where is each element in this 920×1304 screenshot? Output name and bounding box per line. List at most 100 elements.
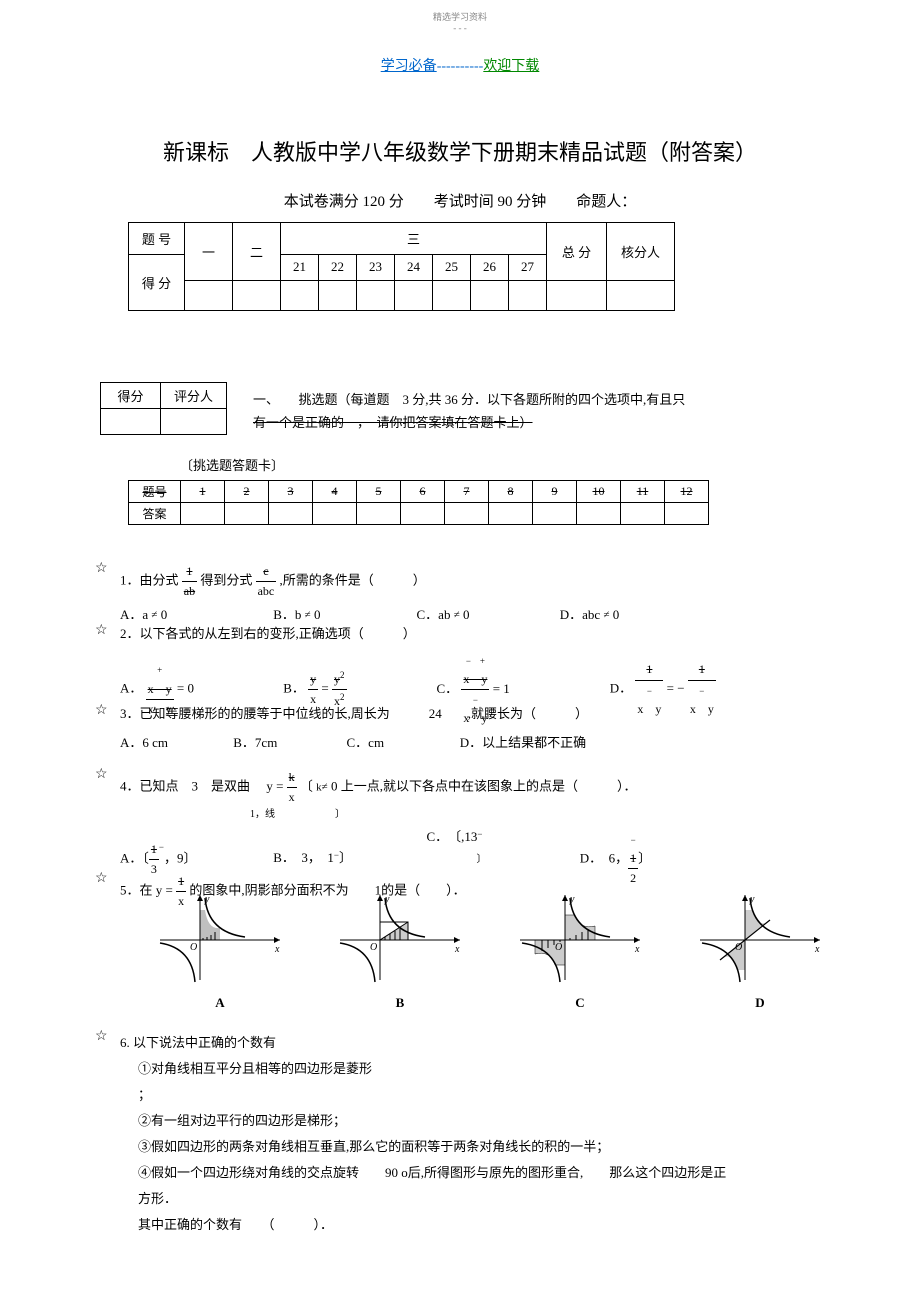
mini-table: 得分 评分人 [100,382,227,435]
q1-text3: ,所需的条件是（ ） [280,573,426,588]
st-blank-2 [233,280,281,310]
watermark-top: 精选学习资料 - - - [433,10,487,33]
st-n22: 22 [319,255,357,281]
q4-Dr: 〕 [638,850,651,865]
ac-r2-label: 答案 [129,503,181,525]
graph-D: O x y D [690,890,830,1011]
q6-l6: 其中正确的个数有 （ ）． [138,1212,820,1238]
q2-d-ls: − [647,686,652,696]
svg-text:x: x [454,944,460,955]
svg-text:O: O [735,942,742,953]
st-n26: 26 [471,255,509,281]
ac-h1: 1 [181,481,225,503]
q3-C: C．cm [347,733,457,754]
q4-A: A． [120,850,142,865]
ac-h0: 题号 [129,481,181,503]
ac-a3 [269,503,313,525]
score-table: 题 号 一 二 三 总 分 核分人 得 分 21 22 23 24 25 26 … [128,222,675,311]
ac-h6: 6 [401,481,445,503]
ac-h8: 8 [489,481,533,503]
answer-card-table: 题号 1 2 3 4 5 6 7 8 9 10 11 12 答案 [128,480,709,525]
q6-l2: ②有一组对边平行的四边形是梯形； [138,1108,820,1134]
q1-text: 1．由分式 [120,573,179,588]
q2-a-sign: + [157,665,162,675]
q1-D: D．abc [560,607,600,622]
star-icon: ☆ [95,870,108,887]
ac-h11: 11 [621,481,665,503]
q4-t1: 4．已知点 [120,779,179,794]
answer-card-label: 〔挑选题答题卡〕 [180,455,284,474]
q4-neg2: − [334,850,339,860]
q4-C: C． 〔,13 [427,829,478,844]
ac-h9: 9 [533,481,577,503]
q2-b-s1: 2 [340,670,345,680]
q4-sub2: 〕 [335,809,345,820]
q6-text: 6. 以下说法中正确的个数有 [120,1030,820,1056]
q2-C: C． [437,681,459,696]
ac-a9 [533,503,577,525]
header-dashes: ---------- [437,59,484,74]
ac-h7: 7 [445,481,489,503]
label-D: D [690,995,830,1011]
st-blank-8 [471,280,509,310]
st-blank-3 [281,280,319,310]
svg-text:O: O [555,942,562,953]
watermark-line2: - - - [433,23,487,33]
ac-a5 [357,503,401,525]
q3-text: 3．已知等腰梯形的的腰等于中位线的长,周长为 24 ,就腰长为（ ） [120,706,588,721]
section1-prefix: 一、 [253,392,273,407]
mini-c2: 评分人 [161,383,227,409]
q6-l4a: ④假如一个四边形绕对角线的交点旋转 90 o后,所得图形与原先的图形重合, [138,1165,583,1180]
svg-text:x: x [274,944,280,955]
st-r1c4: 三 [281,223,547,255]
mini-b1 [101,409,161,435]
star-icon: ☆ [95,622,108,639]
question-6: 6. 以下说法中正确的个数有 ①对角线相互平分且相等的四边形是菱形 ； ②有一组… [120,1030,820,1238]
graph-C: O x y C [510,890,650,1011]
svg-text:O: O [370,942,377,953]
q4-x: x [287,788,297,807]
st-blank-1 [185,280,233,310]
q1-D2: 0 [613,607,620,622]
question-4: 4．已知点 3 是双曲 y = kx 〔 k≠ 0 上一点,就以下各点中在该图象… [120,768,840,888]
q3-B: B．7cm [233,733,343,754]
q2-d-ln: 1 [635,660,663,680]
ac-a10 [577,503,621,525]
section1-text: 一、 挑选题（每道题 3 分,共 36 分．以下各题所附的四个选项中,有且只 有… [253,388,813,435]
q4-t3: 〔 [300,779,313,794]
q2-A: A． [120,681,142,696]
q6-l3: ③假如四边形的两条对角线相互垂直,那么它的面积等于两条对角线长的积的一半； [138,1134,820,1160]
q6-l1b: ； [138,1082,820,1108]
q4-n0: 0 [331,779,338,794]
header-green: 欢迎下载 [483,59,539,74]
svg-text:O: O [190,942,197,953]
q4-Afn: 1 [149,840,159,860]
ac-a11 [621,503,665,525]
question-1: 1．由分式 1ab 得到分式 cabc ,所需的条件是（ ） A．a ≠ 0 B… [120,562,820,626]
mini-c1: 得分 [101,383,161,409]
q6-l4b: 那么这个四边形是正 [609,1165,726,1180]
header-blue: 学习必备 [381,59,437,74]
watermark-line1: 精选学习资料 [433,10,487,23]
q6-l1: ①对角线相互平分且相等的四边形是菱形 [138,1056,820,1082]
star-icon: ☆ [95,766,108,783]
q2-a-num: x y [148,682,172,696]
q4-Ar: ，9〕 [164,850,197,865]
q2-B: B． [283,681,305,696]
ac-a4 [313,503,357,525]
mini-b2 [161,409,227,435]
svg-text:y: y [569,894,575,905]
ac-a2 [225,503,269,525]
st-n27: 27 [509,255,547,281]
q1-A2: 0 [161,607,168,622]
q4-neg3: − [477,829,482,839]
q1-C: C．ab [417,607,451,622]
ac-h3: 3 [269,481,313,503]
q4-k: k [287,768,297,788]
q2-c-num: x y [463,672,487,686]
q2-b-ln: y [308,670,318,690]
st-r1c1: 题 号 [129,223,185,255]
st-r1c6: 核分人 [607,223,675,281]
q2-a-rhs: = 0 [177,681,194,696]
st-n25: 25 [433,255,471,281]
